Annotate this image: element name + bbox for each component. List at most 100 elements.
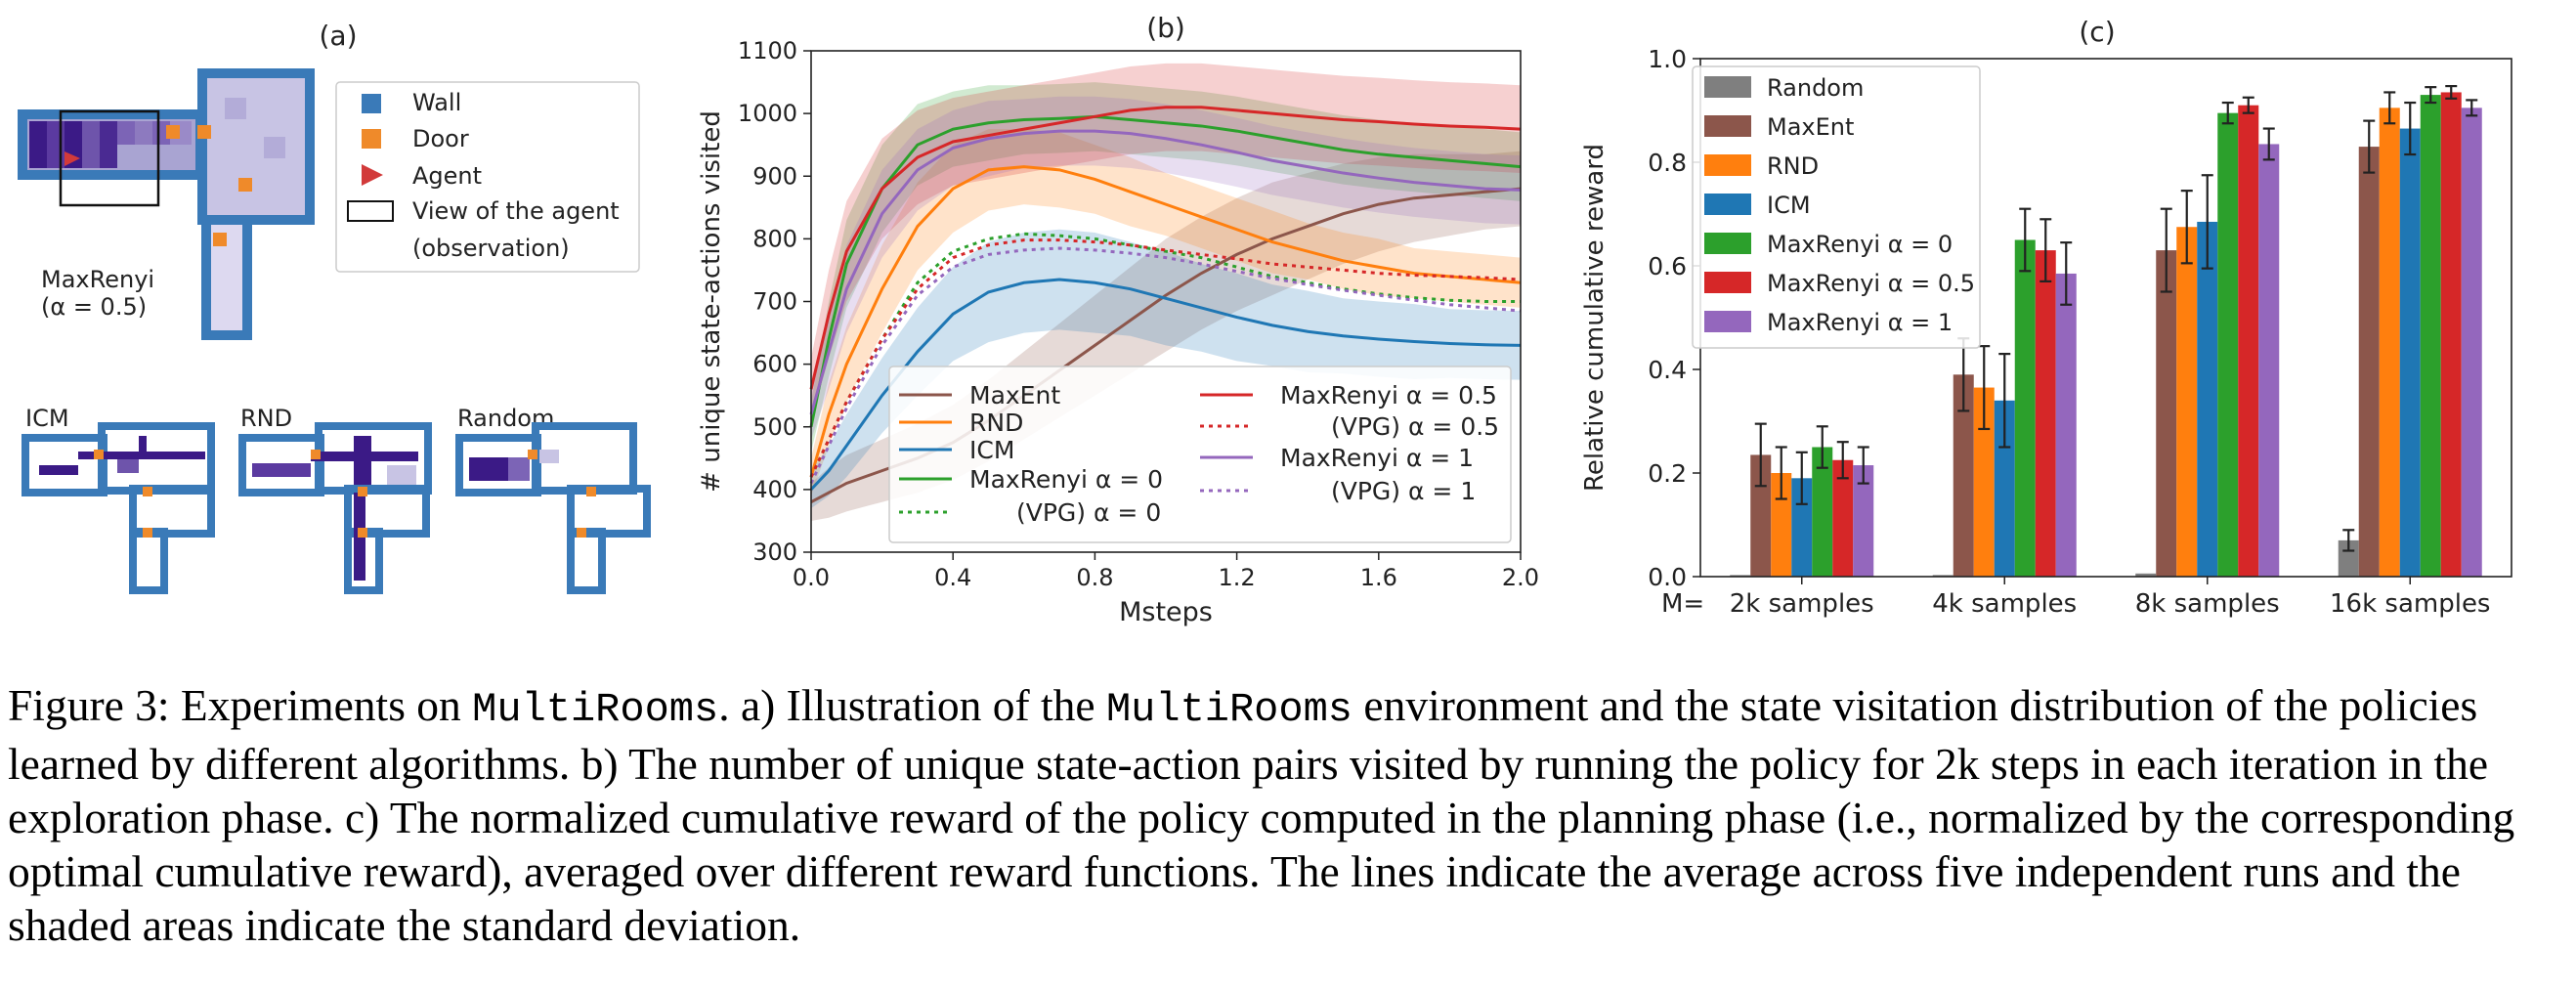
y-tick-label-c-4: 0.8: [1648, 149, 1687, 177]
panel-a-legend: Wall Door Agent View of the agent (obser…: [335, 81, 640, 273]
panel-c-title: (c): [2079, 16, 2115, 48]
caption-part-3: environment and the state visitation dis…: [8, 680, 2515, 950]
legend-swatch-c-2: [1704, 154, 1751, 176]
legend-door: Door: [412, 125, 469, 152]
bar-0-4: [1812, 447, 1833, 577]
series-line-8: [809, 246, 1522, 485]
bar-1-5: [2035, 250, 2056, 577]
legend-swatch-c-3: [1704, 194, 1751, 215]
x-tick-label-0: 0.0: [793, 564, 830, 591]
agent-view-box: [59, 109, 160, 207]
view-swatch: [347, 200, 394, 222]
bar-1-3: [1994, 400, 2015, 577]
bar-2-0: [2135, 573, 2157, 577]
panel-b-xlabel: Msteps: [1119, 597, 1213, 627]
maze-rnd: RND: [238, 405, 432, 594]
bar-3-6: [2461, 108, 2482, 577]
y-tick-label-8: 1100: [738, 37, 797, 65]
y-tick-label-6: 900: [752, 162, 797, 190]
bar-3-5: [2440, 92, 2462, 577]
bar-3-3: [2399, 128, 2421, 578]
agent-marker: [64, 151, 80, 166]
legend-view: View of the agent: [412, 197, 620, 225]
wall-swatch: [362, 94, 381, 113]
caption-part-1: Figure 3: Experiments on: [8, 680, 473, 730]
x-tick-label-5: 2.0: [1502, 564, 1539, 591]
caption-mono-2: MultiRooms: [1105, 686, 1352, 733]
figure-3: (a): [18, 12, 2512, 627]
main-maze-caption-1: MaxRenyi: [41, 266, 154, 293]
x-tick-label-c-0: 2k samples: [1730, 589, 1874, 619]
y-tick-label-3: 600: [752, 351, 797, 378]
bar-0-6: [1853, 465, 1874, 577]
legend-swatch-c-4: [1704, 233, 1751, 254]
bar-2-5: [2238, 105, 2259, 577]
y-tick-label-2: 500: [752, 413, 797, 441]
panel-c-legend: Random MaxEnt RND ICM MaxRenyi α = 0 MaxRenyi…: [1692, 65, 1981, 349]
main-maze-caption-2: (α = 0.5): [41, 293, 147, 321]
x-tick-label-4: 1.6: [1360, 564, 1397, 591]
y-tick-label-c-1: 0.2: [1648, 459, 1687, 488]
x-tick-label-1: 0.4: [934, 564, 971, 591]
bar-2-6: [2258, 144, 2280, 577]
label-rnd: RND: [240, 405, 292, 432]
bar-1-1: [1953, 374, 1974, 577]
y-tick-label-c-3: 0.6: [1648, 252, 1687, 280]
x-tick-label-3: 1.2: [1219, 564, 1256, 591]
band-1: [811, 129, 1521, 496]
legend-wall: Wall: [412, 89, 461, 116]
y-tick-label-c-5: 1.0: [1648, 45, 1687, 73]
legend-agent: Agent: [412, 162, 482, 190]
series-line-1: [809, 165, 1522, 478]
panel-c-ylabel: Relative cumulative reward: [1580, 144, 1610, 492]
figure-caption: Figure 3: Experiments on MultiRooms. a) …: [8, 678, 2568, 952]
y-tick-label-0: 300: [752, 539, 797, 566]
x-tick-label-c-3: 16k samples: [2330, 589, 2490, 619]
label-icm: ICM: [25, 405, 69, 432]
legend-text-0: MaxEnt: [969, 381, 1060, 409]
bar-3-4: [2420, 95, 2441, 577]
band-3: [811, 82, 1521, 452]
caption-mono-1: MultiRooms: [472, 686, 719, 733]
series-line-6: [809, 238, 1522, 478]
legend-text-5: MaxRenyi α = 0.5: [1280, 381, 1497, 409]
y-tick-label-7: 1000: [738, 100, 797, 127]
series-line-4: [809, 232, 1521, 478]
panel-c-legend-box: [1692, 65, 1981, 349]
legend-swatch-c-1: [1704, 115, 1751, 137]
y-tick-label-1: 400: [752, 476, 797, 503]
legend-swatch-c-6: [1704, 311, 1751, 332]
legend-text-6: (VPG) α = 0.5: [1331, 412, 1499, 441]
legend-text-c-2: RND: [1767, 152, 1819, 180]
panel-c-bar-chart: (c) 2k samples 4k samples 8k samples 16k sam…: [1580, 16, 2512, 619]
bar-1-4: [2014, 239, 2036, 577]
caption-part-2: . a) Illustration of the: [718, 680, 1106, 730]
panel-a: (a): [18, 20, 651, 594]
bar-2-4: [2217, 112, 2239, 578]
legend-text-7: MaxRenyi α = 1: [1280, 444, 1474, 472]
legend-text-8: (VPG) α = 1: [1331, 477, 1476, 505]
x-tick-label-2: 0.8: [1076, 564, 1113, 591]
x-tick-label-c-1: 4k samples: [1932, 589, 2077, 619]
bar-0-3: [1791, 478, 1813, 577]
bar-3-1: [2358, 147, 2380, 577]
legend-text-c-6: MaxRenyi α = 1: [1767, 309, 1953, 336]
y-tick-label-5: 800: [752, 225, 797, 252]
legend-text-c-4: MaxRenyi α = 0: [1767, 231, 1953, 258]
y-tick-label-4: 700: [752, 288, 797, 316]
legend-text-2: ICM: [969, 436, 1014, 464]
band-7: [811, 96, 1521, 440]
legend-text-3: MaxRenyi α = 0: [969, 465, 1163, 494]
bar-3-0: [2338, 539, 2359, 577]
legend-text-c-5: MaxRenyi α = 0.5: [1767, 270, 1975, 297]
panel-c-xprefix: M=: [1661, 589, 1704, 619]
maze-icm: ICM: [21, 405, 215, 594]
legend-swatch-c-0: [1704, 76, 1751, 98]
series-line-3: [809, 114, 1522, 428]
series-line-7: [809, 129, 1522, 415]
legend-view-2: (observation): [412, 235, 570, 262]
panel-b-line-chart: (b) 0.0 0.4 0.8 1.2 1.6 2.0 300 400 500 600 700 800 9…: [697, 12, 1539, 627]
panel-b-legend-box: [888, 366, 1512, 543]
main-maze: [18, 68, 315, 340]
